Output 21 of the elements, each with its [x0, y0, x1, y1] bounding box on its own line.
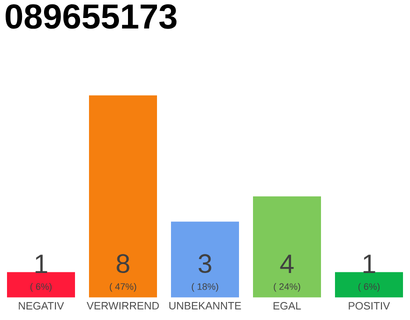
annotation: ( 24%) [274, 283, 300, 292]
data-label: 1 [36, 254, 48, 274]
annotation: ( 6%) [358, 283, 380, 292]
x-tick-label: VERWIRREND [86, 302, 159, 310]
x-tick-label: NEGATIV [18, 302, 64, 310]
data-label: 4 [280, 254, 294, 274]
bar [171, 222, 239, 298]
x-tick-label: UNBEKANNTE [169, 302, 241, 310]
annotation: ( 6%) [30, 283, 52, 292]
x-tick-label: EGAL [274, 302, 301, 310]
chart-title: 089655173 [6, 4, 176, 29]
annotation: ( 18%) [192, 283, 218, 292]
bar [334, 272, 403, 298]
data-label: 1 [364, 254, 376, 274]
x-tick-label: POSITIV [348, 302, 390, 310]
bar [7, 272, 76, 298]
annotation: ( 47%) [110, 283, 136, 292]
data-label: 3 [198, 254, 212, 274]
data-label: 8 [116, 254, 130, 274]
bar [89, 95, 157, 298]
bar [252, 196, 321, 298]
